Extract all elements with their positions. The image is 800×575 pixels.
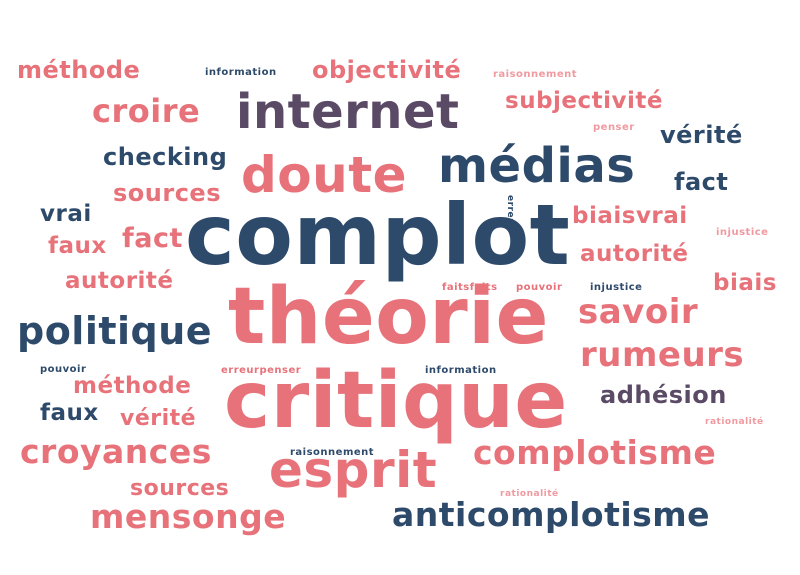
word-complotisme: complotisme (473, 433, 717, 472)
word-information-mid: information (425, 365, 497, 376)
word-esprit: esprit (269, 441, 438, 499)
word-faux-bottom: faux (40, 400, 99, 426)
word-methode-bottom: méthode (73, 373, 192, 399)
word-sources-bottom: sources (130, 476, 230, 501)
word-anticomplotisme: anticomplotisme (392, 495, 711, 534)
word-information-top: information (205, 67, 277, 78)
word-erreurpenser: erreurpenser (221, 365, 302, 376)
word-pouvoir-mid: pouvoir (516, 282, 563, 293)
word-biaisvrai: biaisvrai (572, 203, 688, 229)
word-rumeurs: rumeurs (580, 335, 745, 375)
word-internet: internet (236, 84, 460, 140)
word-injustice-mid: injustice (590, 282, 643, 293)
word-savoir: savoir (578, 292, 699, 332)
word-verite-right: vérité (660, 121, 743, 149)
word-medias: médias (438, 138, 636, 194)
word-rationalite-right: rationalité (705, 417, 764, 427)
word-biais-right: biais (713, 270, 777, 296)
word-vrai-left: vrai (40, 201, 92, 227)
word-mensonge: mensonge (90, 497, 287, 536)
word-fact-right: fact (674, 168, 729, 196)
word-faux-left: faux (48, 233, 107, 259)
word-complot: complot (185, 186, 571, 284)
word-penser-right: penser (593, 122, 635, 133)
word-autorite-right: autorité (580, 241, 689, 267)
word-pouvoir-left: pouvoir (40, 364, 87, 375)
word-theorie: théorie (228, 272, 549, 362)
word-subjectivite: subjectivité (505, 88, 663, 114)
word-sources-top: sources (113, 179, 221, 207)
word-rationalite-bottom: rationalité (500, 489, 559, 499)
word-methode-top: méthode (17, 56, 141, 84)
word-croyances: croyances (20, 432, 212, 471)
word-injustice-right: injustice (716, 227, 769, 238)
word-croire: croire (92, 92, 201, 130)
word-politique: politique (17, 309, 213, 353)
word-checking: checking (103, 143, 228, 171)
word-verite-bottom: vérité (120, 406, 197, 431)
word-autorite-left: autorité (65, 268, 174, 294)
word-objectivite: objectivité (312, 56, 462, 84)
word-doute: doute (241, 146, 408, 204)
word-faitsfaits: faitsfaits (442, 282, 498, 293)
word-adhesion: adhésion (600, 381, 727, 409)
word-erreur-vertical: erreur (505, 195, 515, 230)
word-raisonnement-top: raisonnement (493, 69, 578, 80)
word-critique: critique (224, 356, 568, 446)
word-raisonnement-bottom: raisonnement (290, 447, 375, 458)
word-fact-left: fact (122, 223, 183, 254)
